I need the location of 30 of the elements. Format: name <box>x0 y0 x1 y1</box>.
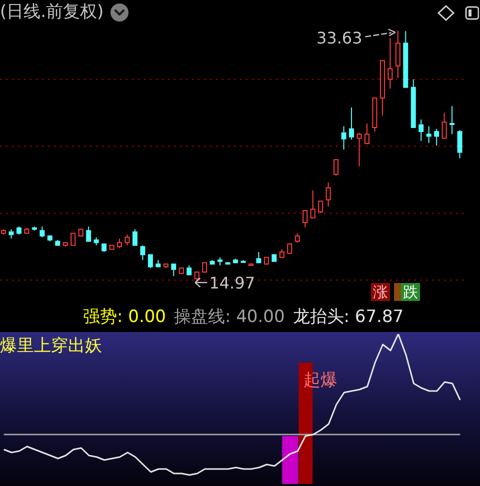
chart-title: 爆里上穿出妖 <box>0 336 102 356</box>
candlestick <box>364 123 370 144</box>
candlestick <box>442 112 447 139</box>
candlestick <box>341 126 346 150</box>
text: 涨 <box>373 283 388 301</box>
candlestick <box>202 262 208 273</box>
text: 跌 <box>403 283 418 301</box>
candlestick <box>380 60 385 116</box>
candlestick <box>178 268 184 274</box>
candlestick <box>225 262 230 265</box>
text: 龙抬头: 67.87 <box>292 306 404 328</box>
candlestick <box>310 190 316 218</box>
candlestick <box>395 30 400 78</box>
candlestick <box>272 254 277 262</box>
candlestick <box>410 78 416 128</box>
candlestick <box>450 106 455 135</box>
candlestick <box>388 37 393 90</box>
candlestick <box>418 118 424 142</box>
annotation: 14.97 <box>209 273 256 292</box>
chart-title: (日线.前复权) <box>0 1 104 23</box>
text: 强势: 0.00 <box>83 306 166 328</box>
candlestick <box>124 234 130 246</box>
candlestick <box>287 243 292 254</box>
text: 操盘线: 40.00 <box>174 306 285 328</box>
candlestick <box>109 244 114 250</box>
candlestick <box>403 30 408 88</box>
candlestick <box>70 232 76 246</box>
candlestick <box>426 126 432 144</box>
annotation: 33.63 <box>316 28 362 48</box>
candlestick <box>264 256 269 265</box>
